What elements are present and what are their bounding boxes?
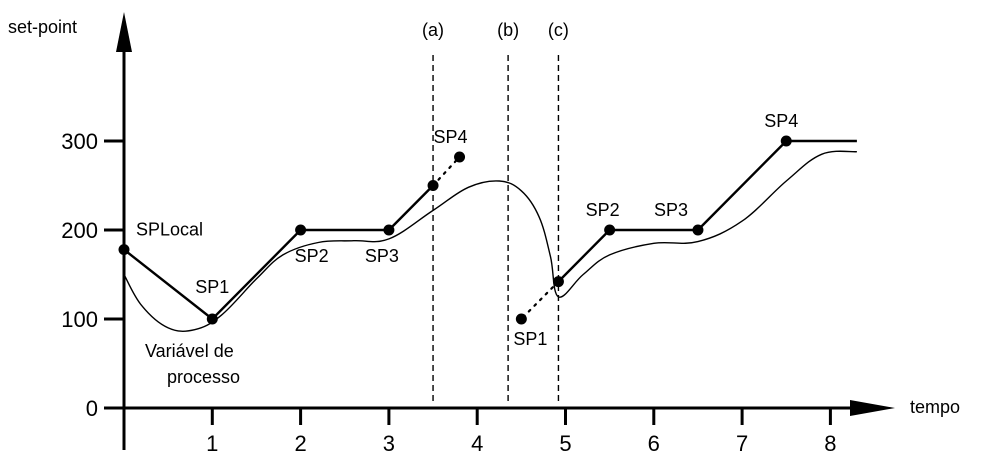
setpoint-label: SP2 xyxy=(586,200,620,220)
setpoint-label: SP4 xyxy=(434,127,468,147)
setpoint-marker xyxy=(118,244,130,256)
marker-label: (c) xyxy=(548,20,569,40)
setpoint-marker xyxy=(780,135,792,147)
setpoint-marker xyxy=(692,224,704,236)
annotation-process-variable-line2: processo xyxy=(167,367,240,387)
setpoint-marker xyxy=(427,180,439,191)
x-tick-label: 2 xyxy=(294,431,306,455)
y-tick-label: 300 xyxy=(61,129,98,154)
x-tick-label: 7 xyxy=(736,431,748,455)
setpoint-label: SP3 xyxy=(654,200,688,220)
x-tick-label: 5 xyxy=(559,431,571,455)
x-tick-label: 1 xyxy=(206,431,218,455)
x-tick-label: 3 xyxy=(383,431,395,455)
marker-label: (a) xyxy=(422,20,444,40)
y-tick-label: 100 xyxy=(61,307,98,332)
setpoint-label: SP3 xyxy=(365,246,399,266)
setpoint-marker xyxy=(454,151,466,163)
y-tick-label: 200 xyxy=(61,218,98,243)
vertical-markers: (a) (b) (c) xyxy=(422,20,569,404)
setpoint-label: SP4 xyxy=(764,111,798,131)
point-markers: SPLocal SP1 SP2 SP3 SP4 SP1 SP2 SP3 SP4 xyxy=(118,111,798,349)
setpoint-label: SP2 xyxy=(295,246,329,266)
annotation-process-variable-line1: Variável de xyxy=(145,341,234,361)
x-tick-label: 8 xyxy=(824,431,836,455)
setpoint-marker xyxy=(295,224,307,236)
y-axis-title: set-point xyxy=(8,17,77,37)
setpoint-label: SPLocal xyxy=(136,220,203,240)
x-axis-arrowhead xyxy=(850,400,895,416)
x-ticks: 1 2 3 4 5 6 7 8 xyxy=(122,408,837,455)
x-tick-label: 6 xyxy=(648,431,660,455)
setpoint-marker xyxy=(383,224,395,236)
setpoint-jump-dotted xyxy=(520,280,560,321)
y-ticks: 0 100 200 300 xyxy=(61,129,124,421)
x-tick-label: 4 xyxy=(471,431,483,455)
setpoint-marker xyxy=(552,276,564,288)
setpoint-label: SP1 xyxy=(513,329,547,349)
setpoint-marker xyxy=(604,224,616,236)
x-axis-title: tempo xyxy=(910,397,960,417)
y-tick-label: 0 xyxy=(86,396,98,421)
setpoint-label: SP1 xyxy=(195,277,229,297)
setpoint-marker xyxy=(206,313,218,325)
process-variable-curve xyxy=(123,150,857,332)
marker-label: (b) xyxy=(497,20,519,40)
series-group xyxy=(123,139,857,332)
setpoint-jump-dotted xyxy=(432,155,461,187)
setpoint-marker xyxy=(515,313,527,325)
y-axis-arrowhead xyxy=(116,12,132,52)
